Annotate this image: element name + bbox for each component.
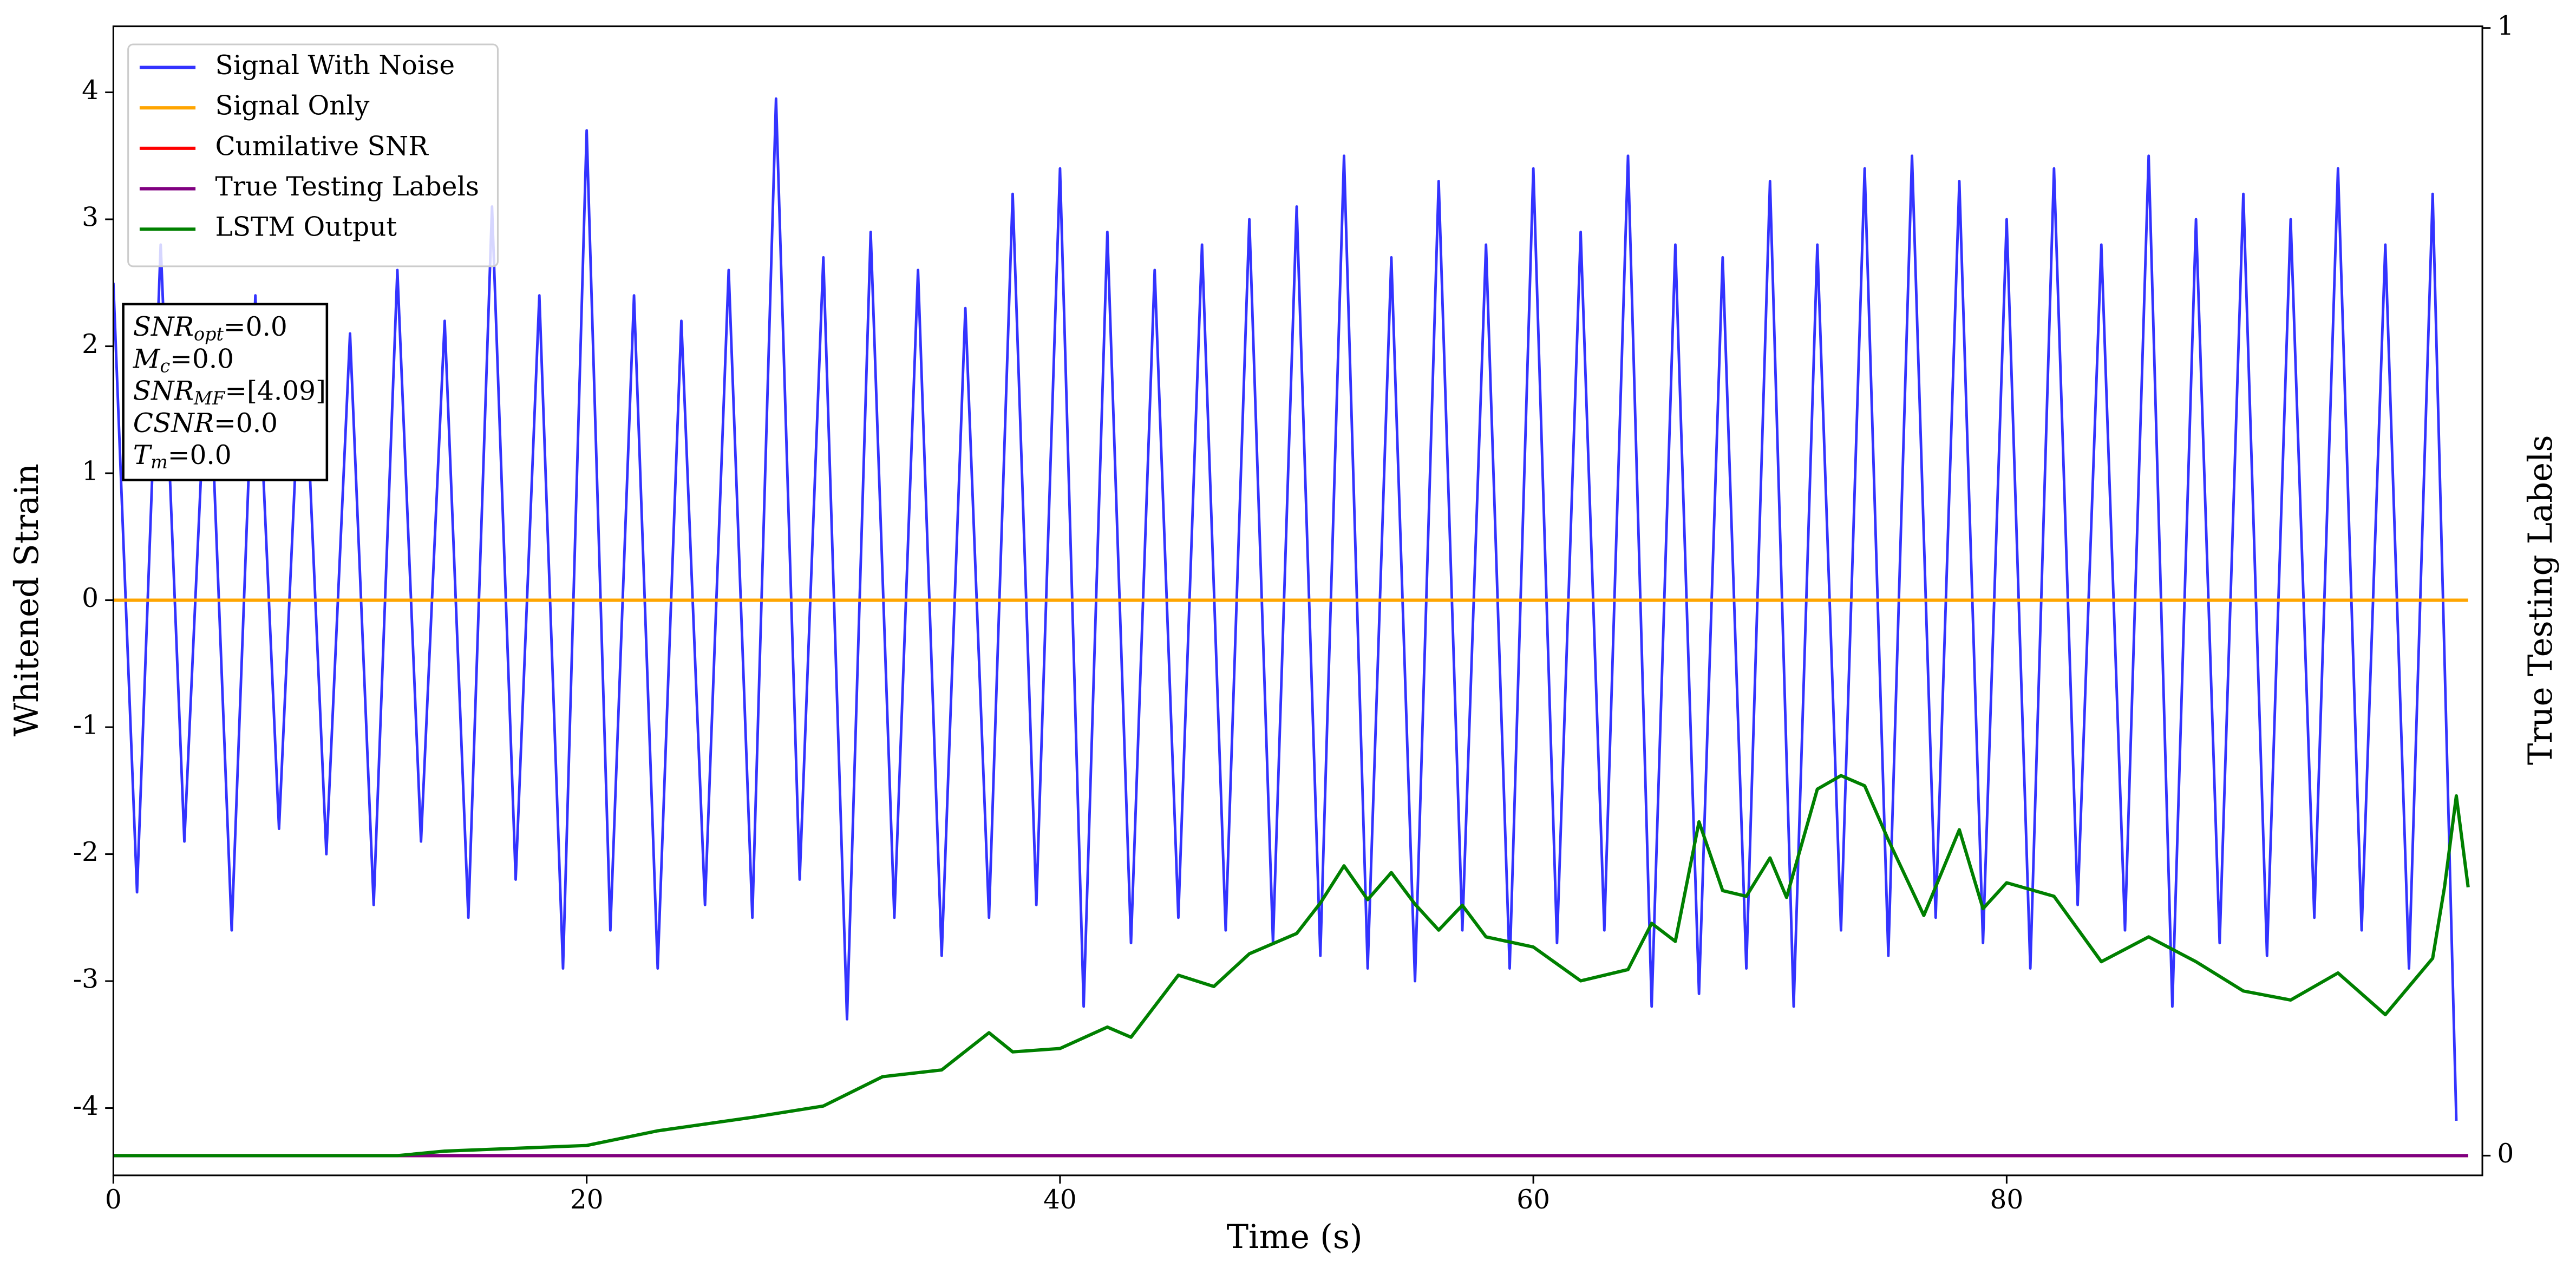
annotation-line: SNRopt=0.0 [133,312,287,345]
annotation-value: =0.0 [168,440,232,471]
legend-label: True Testing Labels [215,172,479,202]
x-tick-label: 0 [105,1185,122,1215]
y2-axis-label: True Testing Labels [2522,435,2560,765]
annotation-line: CSNR=0.0 [133,408,278,438]
annotation-value: =0.0 [224,312,287,342]
annotation-subscript: c [160,356,170,377]
y-tick-label: 0 [82,583,99,613]
x-axis-label: Time (s) [1227,1218,1363,1256]
annotation-line: Mc=0.0 [133,344,234,377]
y-tick-label: -1 [73,710,99,741]
y2-tick-label: 0 [2497,1139,2514,1169]
legend-label: Signal Only [215,91,370,121]
series-line [113,97,2458,1121]
legend-box [127,43,499,267]
annotation-symbol: SNR [133,312,194,342]
x-tick-label: 60 [1516,1185,1550,1215]
legend-label: LSTM Output [215,212,397,243]
annotation-line: Tm=0.0 [133,440,232,473]
annotation-subscript: MF [193,388,226,409]
y-tick-label: -3 [73,964,99,995]
annotation-value: =[4.09] [225,376,326,406]
annotation-line: SNRMF=[4.09] [133,376,326,409]
plot-area [113,97,2470,1158]
x-tick-label: 80 [1990,1185,2024,1215]
annotation-symbol: M [133,344,161,374]
annotation-subscript: opt [194,323,224,344]
x-tick-label: 40 [1043,1185,1077,1215]
y-tick-label: 2 [82,329,99,360]
annotation-symbol: CSNR [133,408,214,438]
y-tick-label: -2 [73,837,99,867]
x-tick-label: 20 [570,1185,604,1215]
annotation-value: =0.0 [170,344,234,374]
y-axis-label: Whitened Strain [8,463,46,736]
annotation-symbol: SNR [133,376,194,406]
legend-label: Cumilative SNR [215,131,429,161]
y-tick-label: -4 [73,1091,99,1121]
y-tick-label: 1 [82,456,99,487]
annotation-symbol: T [133,440,153,471]
y-tick-label: 4 [82,75,99,106]
y2-tick-label: 1 [2497,11,2514,41]
annotation-subscript: m [151,452,168,473]
series-line [113,774,2470,1158]
annotation-box [122,303,329,481]
y-tick-label: 3 [82,202,99,233]
annotation-value: =0.0 [214,408,278,438]
legend-label: Signal With Noise [215,50,455,81]
